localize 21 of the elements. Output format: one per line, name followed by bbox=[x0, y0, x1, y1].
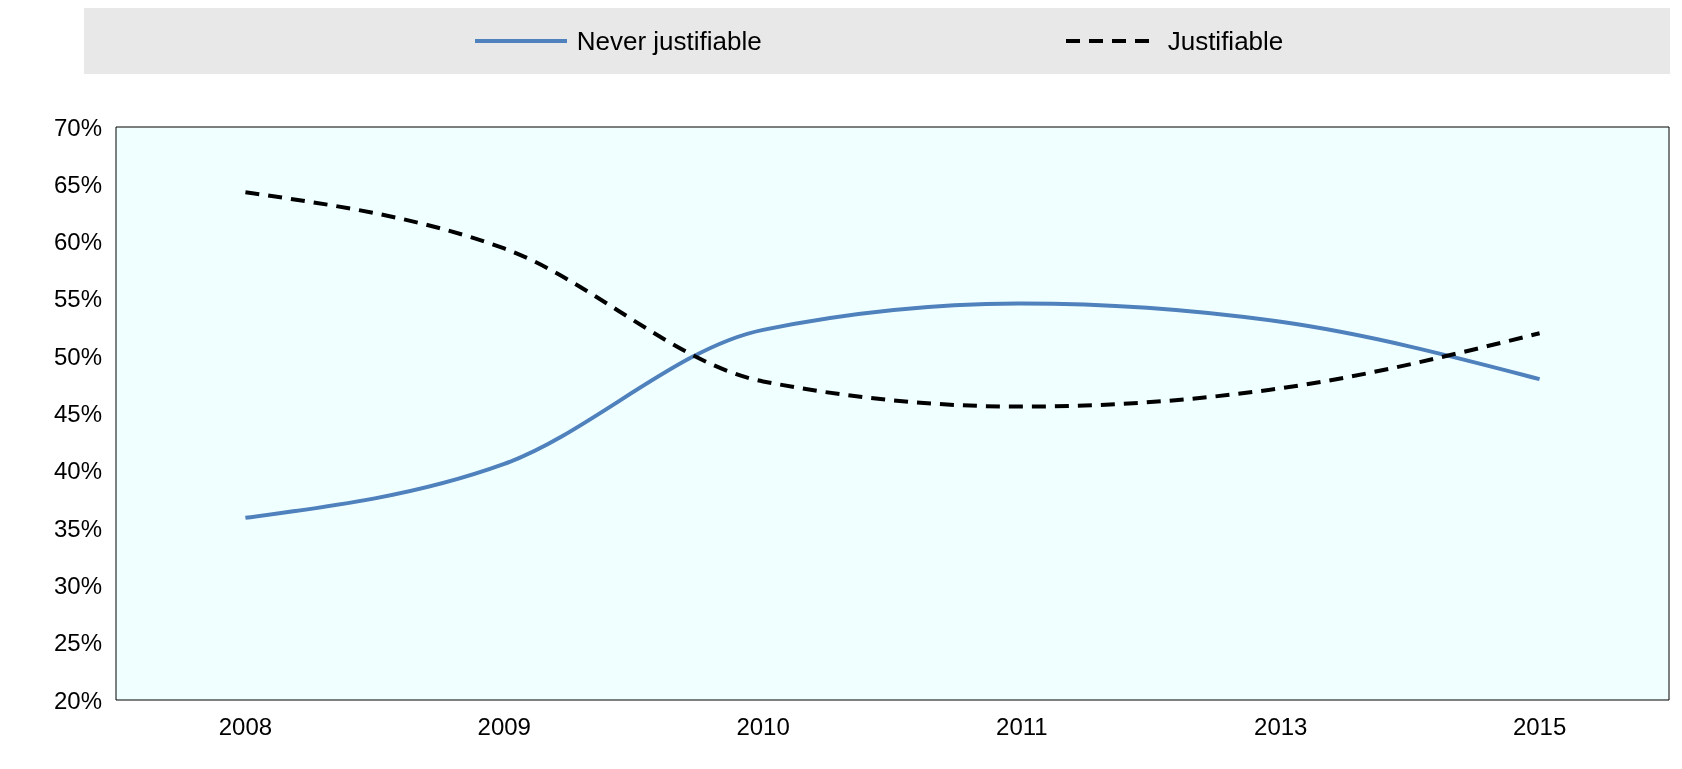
x-tick-label: 2015 bbox=[1512, 713, 1567, 741]
y-tick-label: 35% bbox=[53, 514, 102, 542]
x-tick-label: 2010 bbox=[736, 713, 790, 741]
x-tick-label: 2008 bbox=[218, 713, 273, 741]
y-tick-label: 20% bbox=[53, 686, 102, 714]
legend-label: Never justifiable bbox=[576, 25, 762, 57]
y-tick-label: 40% bbox=[53, 457, 102, 485]
y-tick-label: 45% bbox=[53, 400, 102, 428]
x-tick-label: 2011 bbox=[996, 713, 1048, 741]
legend-label: Justifiable bbox=[1167, 25, 1284, 57]
line-series bbox=[243, 190, 1542, 409]
y-tick-label: 30% bbox=[53, 571, 102, 599]
x-tick-label: 2013 bbox=[1254, 713, 1308, 741]
y-tick-label: 65% bbox=[53, 170, 102, 198]
y-tick-label: 25% bbox=[53, 629, 102, 657]
line-series bbox=[243, 301, 1542, 520]
y-tick-label: 60% bbox=[53, 228, 102, 256]
y-tick-label: 55% bbox=[53, 285, 102, 313]
y-tick-label: 50% bbox=[53, 342, 102, 370]
x-tick-label: 2009 bbox=[477, 713, 531, 741]
y-tick-label: 70% bbox=[53, 113, 102, 141]
